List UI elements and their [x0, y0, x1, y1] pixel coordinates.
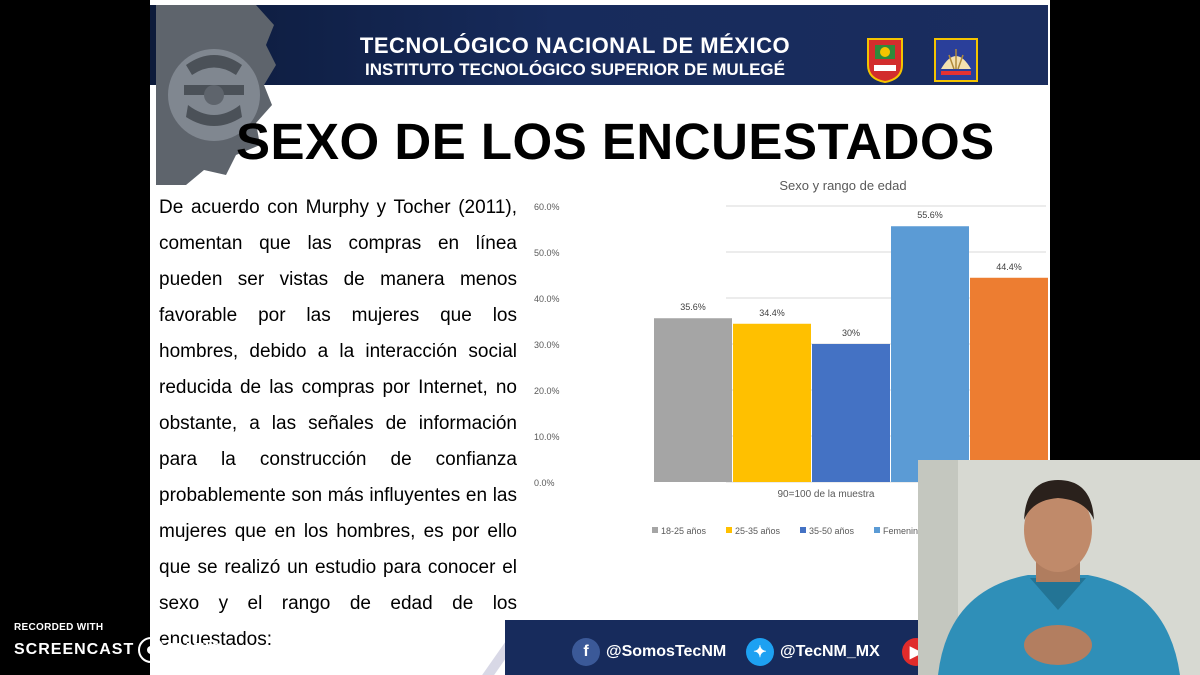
- data-labels: 35.6% 34.4% 30% 55.6% 44.4%: [680, 210, 1022, 338]
- y-tick-label: 0.0%: [534, 478, 555, 488]
- data-label: 30%: [842, 328, 860, 338]
- data-label: 44.4%: [996, 262, 1022, 272]
- webcam-overlay: [918, 460, 1200, 675]
- header-banner: TECNOLÓGICO NACIONAL DE MÉXICO INSTITUTO…: [150, 5, 1048, 85]
- banner-subtitle: INSTITUTO TECNOLÓGICO SUPERIOR DE MULEGÉ: [365, 60, 785, 79]
- slide: TECNOLÓGICO NACIONAL DE MÉXICO INSTITUTO…: [150, 0, 1050, 675]
- y-tick-label: 50.0%: [534, 248, 560, 258]
- y-tick-label: 30.0%: [534, 340, 560, 350]
- bars: [654, 226, 1048, 482]
- legend: 18-25 años 25-35 años 35-50 años Femenino: [652, 526, 923, 536]
- legend-label: 25-35 años: [735, 526, 781, 536]
- x-axis-label: 90=100 de la muestra: [777, 489, 874, 500]
- legend-swatch: [726, 527, 732, 533]
- facebook-label: @SomosTecNM: [606, 643, 727, 660]
- twitter-icon: ✦: [746, 638, 774, 666]
- chart-title: Sexo y rango de edad: [779, 178, 906, 193]
- data-label: 35.6%: [680, 302, 706, 312]
- legend-label: 35-50 años: [809, 526, 855, 536]
- legend-label: 18-25 años: [661, 526, 707, 536]
- banner-title: TECNOLÓGICO NACIONAL DE MÉXICO: [359, 33, 791, 58]
- bar-chart: Sexo y rango de edad 0.0% 10.0% 20.0% 30.0%…: [534, 178, 1048, 536]
- y-tick-label: 20.0%: [534, 386, 560, 396]
- legend-swatch: [800, 527, 806, 533]
- gear-logo-icon: [156, 5, 276, 185]
- shell-logo-icon: [934, 38, 978, 82]
- data-label: 55.6%: [917, 210, 943, 220]
- bar: [654, 318, 732, 482]
- y-axis-ticks: 0.0% 10.0% 20.0% 30.0% 40.0% 50.0% 60.0%: [534, 202, 560, 488]
- legend-swatch: [874, 527, 880, 533]
- twitter-label: @TecNM_MX: [780, 643, 880, 660]
- data-label: 34.4%: [759, 308, 785, 318]
- bar: [891, 226, 969, 482]
- watermark-brand-suffix: MATIC: [168, 641, 223, 658]
- watermark-brand: SCREENCAST: [14, 641, 135, 658]
- twitter-handle[interactable]: ✦ @TecNM_MX: [746, 638, 880, 666]
- y-tick-label: 40.0%: [534, 294, 560, 304]
- legend-label: Femenino: [883, 526, 923, 536]
- record-icon: [138, 637, 165, 663]
- legend-swatch: [652, 527, 658, 533]
- presenter-image: [918, 460, 1200, 675]
- bar: [970, 277, 1048, 482]
- facebook-handle[interactable]: f @SomosTecNM: [572, 638, 726, 666]
- y-tick-label: 10.0%: [534, 432, 560, 442]
- watermark-line1: RECORDED WITH: [14, 622, 104, 633]
- slide-title: SEXO DE LOS ENCUESTADOS: [236, 113, 995, 170]
- y-tick-label: 60.0%: [534, 202, 560, 212]
- facebook-icon: f: [572, 638, 600, 666]
- recording-watermark: RECORDED WITH SCREENCAST MATIC: [14, 622, 223, 663]
- bar: [812, 344, 890, 482]
- body-text: De acuerdo con Murphy y Tocher (2011), c…: [159, 197, 517, 650]
- bar: [733, 323, 811, 482]
- tecnm-logo-icon: [867, 38, 903, 83]
